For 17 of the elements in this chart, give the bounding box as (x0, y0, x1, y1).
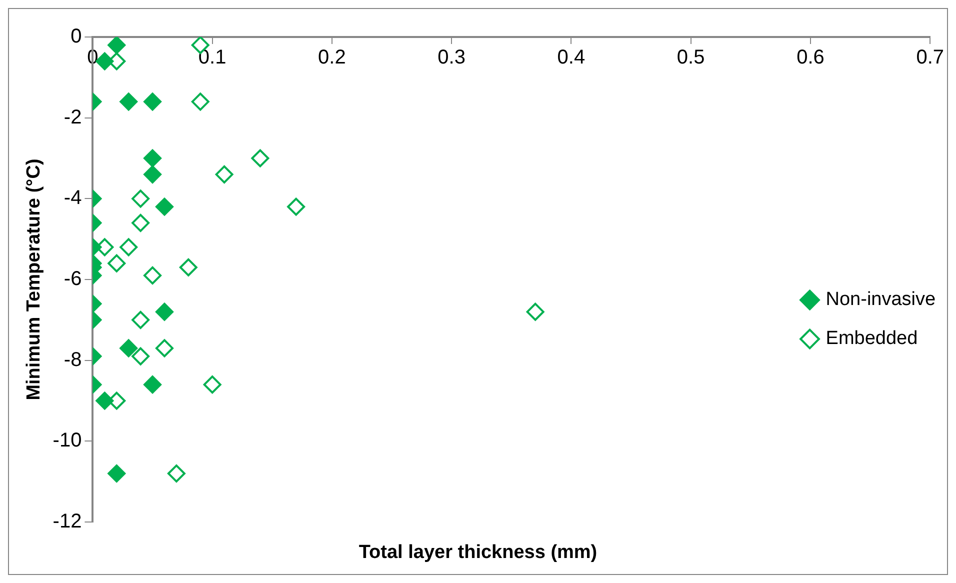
x-tick-label: 0.6 (796, 46, 824, 69)
y-tick-label: -4 (64, 187, 82, 210)
y-tick-label: -6 (64, 268, 82, 290)
x-tick-label: 0.2 (318, 46, 346, 69)
y-tick-label: -12 (52, 510, 82, 533)
y-tick-label: -2 (64, 106, 82, 128)
x-tick-label: 0.7 (916, 46, 944, 69)
legend-label: Non-invasive (826, 289, 936, 310)
x-axis-title: Total layer thickness (mm) (358, 542, 598, 564)
y-tick-label: -10 (52, 430, 82, 452)
y-tick-label: -8 (64, 348, 82, 371)
y-axis-title: Minimum Temperature (°C) (24, 158, 45, 400)
legend-label: Embedded (826, 328, 918, 350)
x-tick-label: 0.5 (676, 46, 705, 69)
x-tick-label: 0.4 (557, 46, 586, 69)
x-tick-label: 0.3 (438, 46, 466, 69)
y-tick-label: 0 (70, 26, 82, 48)
